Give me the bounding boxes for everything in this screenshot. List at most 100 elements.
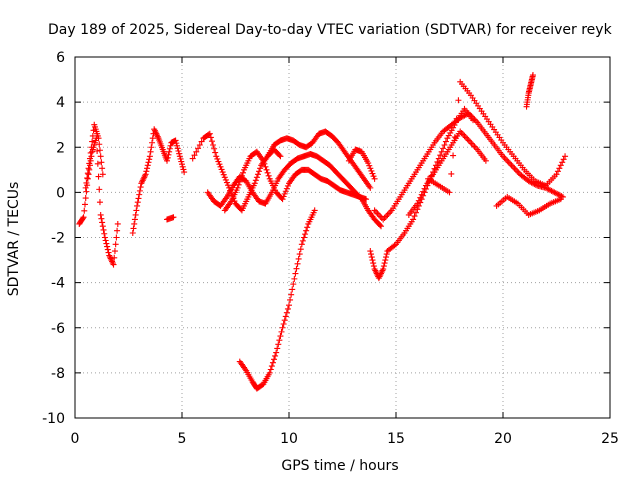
data-point xyxy=(450,152,457,159)
data-point xyxy=(237,175,244,182)
data-point xyxy=(367,165,374,172)
data-point xyxy=(383,254,390,261)
data-point xyxy=(281,190,288,197)
data-point xyxy=(235,181,242,188)
data-point xyxy=(505,159,512,166)
data-point xyxy=(272,352,279,359)
data-point xyxy=(176,150,183,157)
data-point xyxy=(142,171,149,178)
data-point xyxy=(444,135,451,142)
data-point xyxy=(178,158,185,165)
data-point xyxy=(214,155,221,162)
data-point xyxy=(277,333,284,340)
data-point xyxy=(98,159,105,166)
data-point xyxy=(282,188,289,195)
data-point xyxy=(465,137,472,144)
data-point xyxy=(467,138,474,145)
data-point xyxy=(146,153,153,160)
data-point xyxy=(448,170,455,177)
data-point xyxy=(461,132,468,139)
data-point xyxy=(368,254,375,261)
data-point xyxy=(387,208,394,215)
data-point xyxy=(264,169,271,176)
data-point xyxy=(507,160,514,167)
data-point xyxy=(131,216,138,223)
ticks: 0 5 10 15 20 25 -10 -8 -6 -4 -2 0 2 4 6 xyxy=(42,50,619,447)
data-point xyxy=(464,135,471,142)
data-point xyxy=(509,163,516,170)
data-point xyxy=(216,161,223,168)
data-point xyxy=(88,144,95,151)
data-point xyxy=(368,167,375,174)
data-point xyxy=(382,257,389,264)
data-point xyxy=(284,182,291,189)
data-point xyxy=(101,230,108,237)
data-point xyxy=(136,187,143,194)
data-point xyxy=(238,172,245,179)
data-point xyxy=(560,156,567,163)
data-point xyxy=(453,115,460,122)
data-point xyxy=(100,226,107,233)
data-point xyxy=(149,135,156,142)
data-point xyxy=(365,160,372,167)
data-point xyxy=(296,251,303,258)
data-point xyxy=(434,158,441,165)
data-point xyxy=(129,229,136,236)
data-point xyxy=(369,257,376,264)
y-tick-label: -2 xyxy=(51,231,65,247)
data-point xyxy=(370,263,377,270)
data-point xyxy=(131,220,138,227)
data-point xyxy=(554,168,561,175)
data-point xyxy=(504,157,511,164)
data-point xyxy=(557,196,564,203)
data-point xyxy=(205,131,212,138)
data-point xyxy=(196,141,203,148)
data-point xyxy=(562,153,569,160)
data-point xyxy=(206,130,213,137)
data-point xyxy=(371,207,378,214)
data-point xyxy=(132,211,139,218)
data-point xyxy=(369,170,376,177)
data-point xyxy=(84,175,91,182)
data-point xyxy=(134,199,141,206)
data-point xyxy=(173,140,180,147)
data-point xyxy=(221,174,228,181)
data-point xyxy=(468,140,475,147)
data-point xyxy=(174,142,181,149)
data-point xyxy=(283,185,290,192)
data-point xyxy=(445,132,452,139)
data-point xyxy=(101,234,108,241)
data-point xyxy=(135,195,142,202)
data-point xyxy=(311,207,318,214)
data-point xyxy=(234,184,241,191)
data-point xyxy=(84,175,91,182)
data-point xyxy=(210,141,217,148)
data-point xyxy=(261,160,268,167)
data-point xyxy=(137,184,144,191)
data-point xyxy=(273,349,280,356)
x-tick-label: 0 xyxy=(71,431,80,447)
data-point xyxy=(96,186,103,193)
data-point xyxy=(303,227,310,234)
data-point xyxy=(143,168,150,175)
data-point xyxy=(289,286,296,293)
y-tick-label: -4 xyxy=(51,276,65,292)
data-point xyxy=(113,234,120,241)
data-point xyxy=(448,127,455,134)
data-point xyxy=(83,188,90,195)
data-point xyxy=(111,254,118,261)
data-point xyxy=(195,145,202,152)
data-point xyxy=(557,162,564,169)
data-point xyxy=(363,196,370,203)
data-point xyxy=(269,359,276,366)
data-point xyxy=(198,138,205,145)
data-point xyxy=(383,213,390,220)
data-point xyxy=(262,163,269,170)
series-s9 xyxy=(345,146,378,182)
data-point xyxy=(267,366,274,373)
data-point xyxy=(222,176,229,183)
data-point xyxy=(223,179,230,186)
data-point xyxy=(471,116,478,123)
data-point xyxy=(381,214,388,221)
